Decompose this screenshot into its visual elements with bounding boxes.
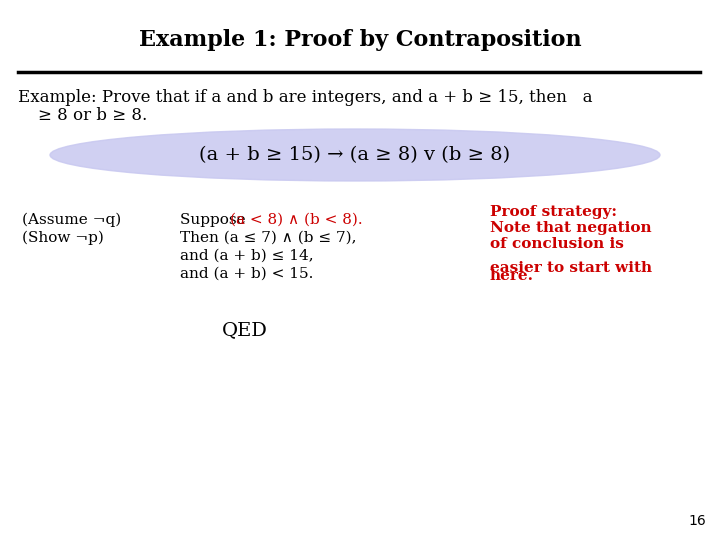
- Text: and (a + b) < 15.: and (a + b) < 15.: [180, 267, 313, 281]
- Text: here.: here.: [490, 269, 534, 283]
- Ellipse shape: [50, 129, 660, 181]
- Text: Example 1: Proof by Contraposition: Example 1: Proof by Contraposition: [139, 29, 581, 51]
- Text: Proof strategy:: Proof strategy:: [490, 205, 617, 219]
- Text: QED: QED: [222, 321, 268, 339]
- Text: (a + b ≥ 15) → (a ≥ 8) v (b ≥ 8): (a + b ≥ 15) → (a ≥ 8) v (b ≥ 8): [199, 146, 510, 164]
- Text: 16: 16: [688, 514, 706, 528]
- Text: (Show ¬p): (Show ¬p): [22, 231, 104, 245]
- Text: (a < 8) ∧ (b < 8).: (a < 8) ∧ (b < 8).: [230, 213, 363, 227]
- Text: (Assume ¬q): (Assume ¬q): [22, 213, 121, 227]
- Text: Example: Prove that if a and b are integers, and a + b ≥ 15, then   a: Example: Prove that if a and b are integ…: [18, 89, 593, 105]
- Text: and (a + b) ≤ 14,: and (a + b) ≤ 14,: [180, 249, 314, 263]
- Text: of conclusion is: of conclusion is: [490, 237, 624, 251]
- Text: Note that negation: Note that negation: [490, 221, 652, 235]
- Text: easier to start with: easier to start with: [490, 261, 652, 275]
- Text: Suppose: Suppose: [180, 213, 251, 227]
- Text: Then (a ≤ 7) ∧ (b ≤ 7),: Then (a ≤ 7) ∧ (b ≤ 7),: [180, 231, 356, 245]
- Text: ≥ 8 or b ≥ 8.: ≥ 8 or b ≥ 8.: [38, 107, 148, 125]
